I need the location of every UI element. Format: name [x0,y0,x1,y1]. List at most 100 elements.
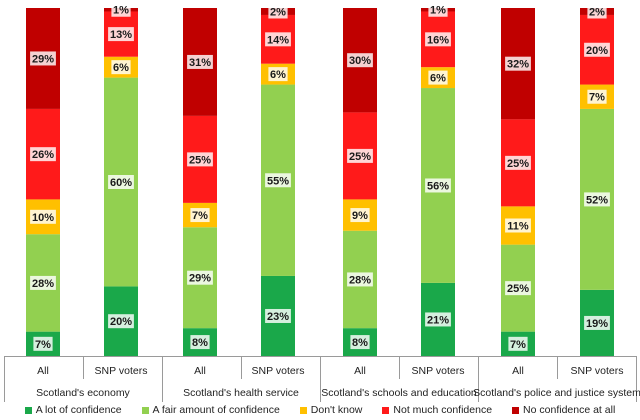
data-label-box [30,51,56,66]
legend-swatch [24,406,32,414]
data-label-box [111,60,131,75]
data-label-box [187,152,213,167]
data-label-box [190,208,210,223]
data-label-box [268,67,288,82]
data-label: 26% [32,149,54,161]
data-label-box [190,335,210,350]
data-label: 32% [507,59,529,71]
data-label: 10% [32,212,54,224]
legend-item: Don't know [299,404,363,416]
data-label-box [187,270,213,285]
data-label-box [425,178,451,193]
chart-legend: A lot of confidence A fair amount of conf… [0,404,640,416]
data-label: 30% [349,55,371,67]
group-label: Scotland's health service [183,387,299,399]
legend-swatch [382,406,390,414]
data-label: 28% [32,278,54,290]
data-label-box [425,32,451,47]
data-label: 16% [427,34,449,46]
legend-item: Not much confidence [382,404,492,416]
data-label-box [505,218,531,233]
data-label-box [268,4,288,19]
data-label: 25% [507,158,529,170]
data-label-box [30,209,56,224]
data-label-box [108,314,134,329]
data-label-box [265,308,291,323]
legend-label: A fair amount of confidence [152,404,280,416]
legend-item: A fair amount of confidence [141,404,280,416]
data-label: 2% [589,6,605,18]
data-label: 29% [32,53,54,65]
legend-label: Don't know [310,404,363,416]
data-label-box [108,175,134,189]
data-label-box [505,281,531,296]
data-label: 8% [192,337,208,349]
data-label: 29% [189,273,211,285]
x-tick-label: All [194,365,206,377]
legend-label: No confidence at all [523,404,616,416]
data-label: 23% [267,311,289,323]
data-label-box [505,155,531,170]
data-label-box [347,148,373,163]
data-label: 56% [427,180,449,192]
data-label: 6% [430,73,446,85]
stacked-bar-chart: 7% 28% 10% 26% 29% 20% 60% 6% 13% 1% 8% 29% 7% 25% 31%… [4,2,640,402]
data-label-box [505,56,531,71]
x-tick-label: SNP voters [252,365,305,377]
x-tick-label: All [512,365,524,377]
legend-item: A lot of confidence [24,404,122,416]
data-label: 55% [267,175,289,187]
data-label: 13% [110,29,132,41]
x-tick-label: SNP voters [95,365,148,377]
data-label-box [187,54,213,69]
group-label: Scotland's economy [36,387,130,399]
legend-swatch [512,406,520,414]
data-label: 1% [113,5,129,17]
data-label-box [347,272,373,287]
data-label-box [587,4,607,19]
data-label: 7% [35,339,51,351]
data-label: 28% [349,274,371,286]
data-label: 21% [427,314,449,326]
x-tick-label: SNP voters [571,365,624,377]
data-label: 14% [267,34,289,46]
data-label: 19% [586,318,608,330]
data-label: 25% [189,154,211,166]
data-label: 25% [507,283,529,295]
data-label-box [587,89,607,104]
x-tick-label: All [37,365,49,377]
data-label: 2% [270,6,286,18]
data-label-box [265,32,291,47]
data-label: 9% [352,210,368,222]
data-label-box [347,53,373,68]
x-tick-label: SNP voters [412,365,465,377]
data-label: 1% [430,5,446,17]
group-label: Scotland's police and justice system [473,387,640,399]
data-label-box [508,336,528,351]
data-label: 6% [270,69,286,81]
data-label-box [584,42,610,57]
data-label-box [30,275,56,290]
data-label-box [584,315,610,330]
data-label: 25% [349,151,371,163]
x-tick-label: All [354,365,366,377]
legend-swatch [141,406,149,414]
data-label-box [33,336,53,351]
legend-swatch [299,406,307,414]
data-label: 7% [192,210,208,222]
data-label-box [350,335,370,350]
data-label-box [108,27,134,42]
data-label: 6% [113,62,129,74]
data-label: 8% [352,337,368,349]
data-label-box [265,173,291,188]
data-label: 31% [189,57,211,69]
data-label: 7% [589,92,605,104]
data-label-box [584,192,610,207]
data-label-box [350,208,370,223]
data-label: 60% [110,177,132,189]
data-label: 7% [510,339,526,351]
data-label-box [428,70,448,85]
legend-label: A lot of confidence [35,404,122,416]
data-label-box [425,312,451,327]
data-label-box [428,2,448,17]
